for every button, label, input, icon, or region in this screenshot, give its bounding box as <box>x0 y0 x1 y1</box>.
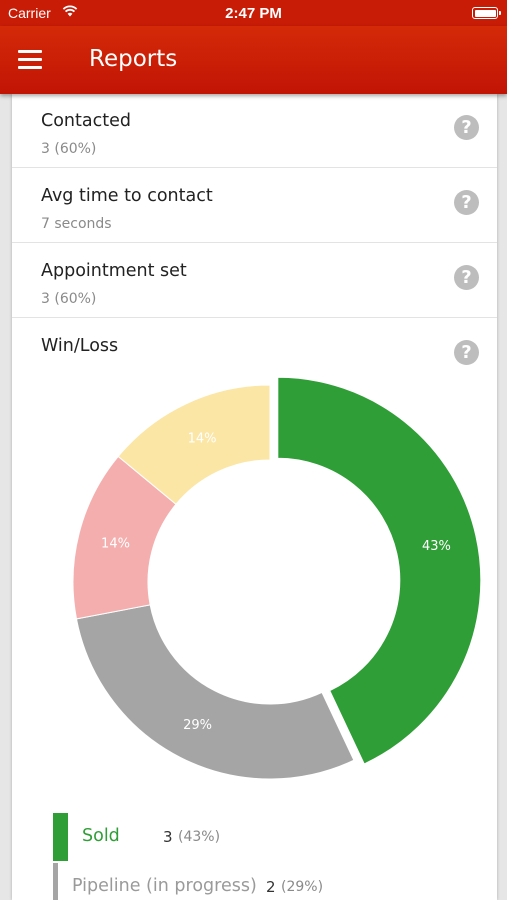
legend-percent: (43%) <box>178 829 221 845</box>
help-icon[interactable]: ? <box>454 340 479 365</box>
metric-value: 3 (60%) <box>41 291 97 307</box>
legend-count: 3 <box>163 828 173 846</box>
help-icon[interactable]: ? <box>454 265 479 290</box>
metric-title: Contacted <box>41 111 131 131</box>
hamburger-menu-icon[interactable] <box>18 50 42 70</box>
help-icon[interactable]: ? <box>454 190 479 215</box>
donut-slice-segment-3[interactable] <box>117 384 271 505</box>
page-title: Reports <box>89 46 178 72</box>
legend-item-sold[interactable]: Sold 3 (43%) <box>53 813 493 861</box>
donut-slice-pipeline[interactable] <box>75 604 355 780</box>
metric-value: 3 (60%) <box>41 141 97 157</box>
wifi-icon <box>62 5 78 17</box>
metric-title: Win/Loss <box>41 336 119 356</box>
carrier-label: Carrier <box>8 5 51 21</box>
legend-name: Pipeline (in progress) <box>72 876 257 896</box>
donut-slice-label: 14% <box>188 432 217 447</box>
donut-slice-label: 29% <box>183 718 212 733</box>
legend-name: Sold <box>82 826 120 846</box>
legend-swatch <box>53 813 68 861</box>
metric-contacted: Contacted 3 (60%) ? <box>12 94 497 168</box>
help-icon[interactable]: ? <box>454 115 479 140</box>
battery-icon <box>472 7 501 19</box>
clock: 2:47 PM <box>225 5 282 22</box>
metric-value: 7 seconds <box>41 216 112 232</box>
donut-slice-label: 43% <box>422 539 451 554</box>
legend-count: 2 <box>266 878 276 896</box>
donut-slice-sold[interactable] <box>277 376 482 765</box>
donut-slice-label: 14% <box>101 536 130 551</box>
metric-appointment-set: Appointment set 3 (60%) ? <box>12 244 497 318</box>
legend-swatch <box>53 863 58 900</box>
legend-item-pipeline[interactable]: Pipeline (in progress) 2 (29%) <box>53 863 493 900</box>
legend-percent: (29%) <box>281 879 324 895</box>
status-bar: Carrier 2:47 PM <box>0 0 507 26</box>
metric-title: Avg time to contact <box>41 186 213 206</box>
app-bar: Reports <box>0 26 507 94</box>
metric-title: Appointment set <box>41 261 187 281</box>
metric-win-loss: Win/Loss ? <box>12 319 497 393</box>
metric-avg-time-to-contact: Avg time to contact 7 seconds ? <box>12 169 497 243</box>
